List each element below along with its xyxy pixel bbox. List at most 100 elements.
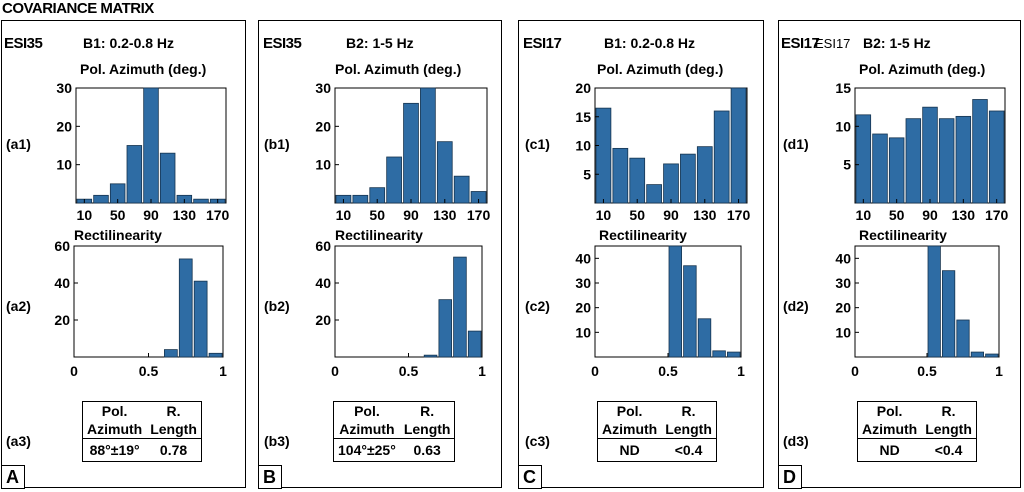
azimuth-value: 104°±25° <box>333 438 400 462</box>
x-tick-label: 0 <box>331 363 339 379</box>
band-label: B2: 1-5 Hz <box>863 35 931 51</box>
rectilinearity-histogram: 20 40 60 0 0.5 1 <box>54 238 227 379</box>
histogram-bar <box>726 351 741 358</box>
results-table: Pol. R. Azimuth Length 104°±25° 0.63 <box>333 401 456 462</box>
rectilinearity-title: Rectilinearity <box>859 227 947 243</box>
y-tick-label: 30 <box>315 80 331 96</box>
y-tick-label: 30 <box>575 275 591 291</box>
length-header: Length <box>150 421 197 437</box>
x-tick-label: 1 <box>737 363 745 379</box>
azimuth-header: Azimuth <box>87 421 143 437</box>
x-tick-label: 130 <box>693 207 717 223</box>
x-tick-label: 1 <box>478 363 486 379</box>
x-tick-label: 90 <box>403 207 419 223</box>
azimuth-label: (c1) <box>525 136 550 152</box>
histogram-bar <box>668 245 683 358</box>
histogram-bar <box>467 330 482 358</box>
histogram-bar <box>905 118 922 204</box>
azimuth-label: (b1) <box>264 136 290 152</box>
azimuth-label: (a1) <box>6 136 31 152</box>
azimuth-header: Azimuth <box>862 421 918 437</box>
x-tick-label: 130 <box>952 207 976 223</box>
histogram-bar <box>970 351 984 358</box>
rectilinearity-title: Rectilinearity <box>74 227 162 243</box>
histogram-bar <box>712 350 726 358</box>
panel-b: ESI35 B2: 1-5 Hz Pol. Azimuth (deg.) (b1… <box>257 20 502 489</box>
x-tick-label: 0 <box>70 363 78 379</box>
pol-header: Pol. <box>354 403 380 419</box>
x-tick-label: 10 <box>77 207 93 223</box>
x-tick-label: 130 <box>173 207 197 223</box>
x-tick-label: 0 <box>591 363 599 379</box>
results-table: Pol. R. Azimuth Length ND <0.4 <box>597 401 717 462</box>
x-tick-label: 170 <box>727 207 751 223</box>
station-label: ESI17 <box>523 35 562 52</box>
y-tick-label: 10 <box>575 138 591 154</box>
histogram-bar <box>888 137 905 204</box>
y-tick-label: 20 <box>835 300 851 316</box>
histogram-bar <box>420 87 436 204</box>
histogram-bar <box>143 87 159 204</box>
histogram-bar <box>663 163 679 204</box>
x-tick-label: 170 <box>985 207 1009 223</box>
histogram-bar <box>646 184 662 204</box>
histogram-bar <box>438 299 453 358</box>
histogram-bar <box>730 87 747 204</box>
x-tick-label: 50 <box>629 207 645 223</box>
station-label: ESI35 <box>4 35 43 52</box>
panel-letter: A <box>0 464 25 489</box>
x-tick-label: 50 <box>369 207 385 223</box>
azimuth-histogram: 5 10 15 10 50 90 130 170 <box>835 80 1008 223</box>
band-label: B1: 0.2-0.8 Hz <box>83 35 175 51</box>
histogram-bar <box>208 352 223 358</box>
rectilinearity-histogram: 20 40 60 0 0.5 1 <box>315 238 486 379</box>
histogram-bar <box>93 194 109 204</box>
histogram-bar <box>680 153 696 204</box>
x-tick-label: 0.5 <box>399 363 419 379</box>
station-overlay-label: ESI17 <box>815 36 851 51</box>
panel-a: ESI35 B1: 0.2-0.8 Hz Pol. Azimuth (deg.)… <box>0 20 246 489</box>
x-tick-label: 90 <box>143 207 159 223</box>
y-tick-label: 5 <box>583 166 591 182</box>
length-value: <0.4 <box>921 438 977 462</box>
table-label: (c3) <box>525 433 550 449</box>
histogram-bar <box>178 258 193 358</box>
panel-letter: C <box>517 464 542 489</box>
r-header: R. <box>420 403 435 419</box>
x-tick-label: 50 <box>889 207 905 223</box>
y-tick-label: 20 <box>54 312 70 328</box>
y-tick-label: 20 <box>56 118 72 134</box>
histogram-bar <box>193 280 208 358</box>
rectilinearity-title: Rectilinearity <box>335 227 423 243</box>
panel-letter: B <box>257 464 282 489</box>
length-header: Length <box>665 421 712 437</box>
histogram-bar <box>423 354 438 358</box>
y-tick-label: 10 <box>835 118 851 134</box>
figure-title: COVARIANCE MATRIX <box>2 0 154 17</box>
r-header: R. <box>166 403 181 419</box>
histogram-bar <box>872 133 888 204</box>
histogram-bar <box>922 106 938 204</box>
y-tick-label: 40 <box>575 250 591 266</box>
panel-letter: D <box>777 464 802 489</box>
azimuth-histogram: 10 20 30 10 50 90 130 170 <box>56 80 229 223</box>
y-tick-label: 20 <box>575 300 591 316</box>
histogram-bar <box>696 146 713 204</box>
x-tick-label: 90 <box>663 207 679 223</box>
x-tick-label: 170 <box>206 207 230 223</box>
plot-frame <box>854 245 1000 358</box>
histogram-bar <box>942 270 956 358</box>
x-tick-label: 10 <box>856 207 872 223</box>
azimuth-title: Pol. Azimuth (deg.) <box>859 61 986 77</box>
x-tick-label: 0.5 <box>658 363 678 379</box>
histogram-bar <box>352 194 369 204</box>
y-tick-label: 15 <box>575 109 591 125</box>
r-header: R. <box>941 403 956 419</box>
table-label: (a3) <box>6 433 31 449</box>
rectilinearity-histogram: 10 20 30 40 0 0.5 1 <box>575 245 745 379</box>
histogram-bar <box>595 107 612 204</box>
y-tick-label: 10 <box>835 324 851 340</box>
x-tick-label: 10 <box>596 207 612 223</box>
y-tick-label: 60 <box>315 238 331 254</box>
azimuth-header: Azimuth <box>602 421 658 437</box>
